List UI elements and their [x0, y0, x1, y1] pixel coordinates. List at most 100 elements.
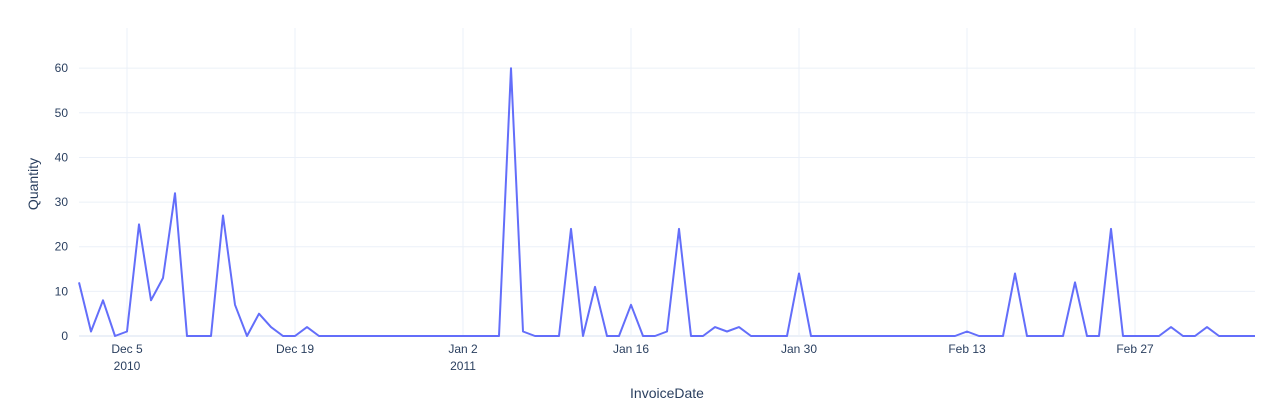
data-point[interactable]: [735, 323, 743, 331]
data-point[interactable]: [891, 332, 899, 340]
data-point[interactable]: [87, 328, 95, 336]
data-point[interactable]: [99, 296, 107, 304]
data-point[interactable]: [423, 332, 431, 340]
data-point[interactable]: [615, 332, 623, 340]
data-point[interactable]: [447, 332, 455, 340]
data-point[interactable]: [267, 323, 275, 331]
data-point[interactable]: [555, 332, 563, 340]
data-point[interactable]: [207, 332, 215, 340]
data-point[interactable]: [675, 225, 683, 233]
data-point[interactable]: [507, 64, 515, 72]
data-point[interactable]: [1227, 332, 1235, 340]
data-point[interactable]: [303, 323, 311, 331]
data-point[interactable]: [915, 332, 923, 340]
data-point[interactable]: [363, 332, 371, 340]
data-point[interactable]: [315, 332, 323, 340]
data-point[interactable]: [1155, 332, 1163, 340]
data-point[interactable]: [1167, 323, 1175, 331]
data-point[interactable]: [987, 332, 995, 340]
data-point[interactable]: [1131, 332, 1139, 340]
data-point[interactable]: [411, 332, 419, 340]
data-point[interactable]: [1143, 332, 1151, 340]
data-point[interactable]: [699, 332, 707, 340]
data-point[interactable]: [159, 274, 167, 282]
data-point[interactable]: [951, 332, 959, 340]
data-point[interactable]: [1023, 332, 1031, 340]
data-point[interactable]: [519, 328, 527, 336]
data-point[interactable]: [495, 332, 503, 340]
data-point[interactable]: [603, 332, 611, 340]
data-point[interactable]: [1083, 332, 1091, 340]
data-point[interactable]: [459, 332, 467, 340]
data-point[interactable]: [579, 332, 587, 340]
data-point[interactable]: [807, 332, 815, 340]
data-point[interactable]: [327, 332, 335, 340]
data-point[interactable]: [795, 270, 803, 278]
data-point[interactable]: [471, 332, 479, 340]
data-point[interactable]: [663, 328, 671, 336]
y-tick-label: 40: [55, 150, 69, 164]
data-point[interactable]: [783, 332, 791, 340]
data-point[interactable]: [219, 211, 227, 219]
data-point[interactable]: [195, 332, 203, 340]
data-point[interactable]: [759, 332, 767, 340]
data-point[interactable]: [879, 332, 887, 340]
data-point[interactable]: [903, 332, 911, 340]
data-point[interactable]: [1035, 332, 1043, 340]
data-point[interactable]: [999, 332, 1007, 340]
data-point[interactable]: [1203, 323, 1211, 331]
data-point[interactable]: [831, 332, 839, 340]
data-point[interactable]: [687, 332, 695, 340]
data-point[interactable]: [867, 332, 875, 340]
data-point[interactable]: [1011, 270, 1019, 278]
data-point[interactable]: [339, 332, 347, 340]
data-point[interactable]: [1071, 278, 1079, 286]
data-point[interactable]: [543, 332, 551, 340]
data-point[interactable]: [651, 332, 659, 340]
data-point[interactable]: [1191, 332, 1199, 340]
data-point[interactable]: [1119, 332, 1127, 340]
data-point[interactable]: [1239, 332, 1247, 340]
data-point[interactable]: [747, 332, 755, 340]
data-point[interactable]: [591, 283, 599, 291]
data-point[interactable]: [399, 332, 407, 340]
data-point[interactable]: [843, 332, 851, 340]
data-point[interactable]: [627, 301, 635, 309]
data-point[interactable]: [1095, 332, 1103, 340]
data-point[interactable]: [939, 332, 947, 340]
data-point[interactable]: [231, 301, 239, 309]
data-point[interactable]: [819, 332, 827, 340]
data-point[interactable]: [135, 220, 143, 228]
data-point[interactable]: [975, 332, 983, 340]
data-point[interactable]: [75, 278, 83, 286]
data-point[interactable]: [639, 332, 647, 340]
data-point[interactable]: [1251, 332, 1259, 340]
data-point[interactable]: [771, 332, 779, 340]
data-point[interactable]: [1179, 332, 1187, 340]
data-point[interactable]: [483, 332, 491, 340]
data-point[interactable]: [171, 189, 179, 197]
data-point[interactable]: [723, 328, 731, 336]
data-point[interactable]: [387, 332, 395, 340]
data-point[interactable]: [1059, 332, 1067, 340]
data-point[interactable]: [531, 332, 539, 340]
data-point[interactable]: [123, 328, 131, 336]
data-point[interactable]: [567, 225, 575, 233]
data-point[interactable]: [243, 332, 251, 340]
data-point[interactable]: [351, 332, 359, 340]
data-point[interactable]: [291, 332, 299, 340]
data-point[interactable]: [1047, 332, 1055, 340]
data-point[interactable]: [147, 296, 155, 304]
data-point[interactable]: [1215, 332, 1223, 340]
data-point[interactable]: [111, 332, 119, 340]
data-point[interactable]: [855, 332, 863, 340]
data-point[interactable]: [963, 328, 971, 336]
data-point[interactable]: [375, 332, 383, 340]
data-point[interactable]: [435, 332, 443, 340]
data-point[interactable]: [255, 310, 263, 318]
data-point[interactable]: [711, 323, 719, 331]
data-point[interactable]: [927, 332, 935, 340]
data-point[interactable]: [1107, 225, 1115, 233]
data-point[interactable]: [183, 332, 191, 340]
data-point[interactable]: [279, 332, 287, 340]
